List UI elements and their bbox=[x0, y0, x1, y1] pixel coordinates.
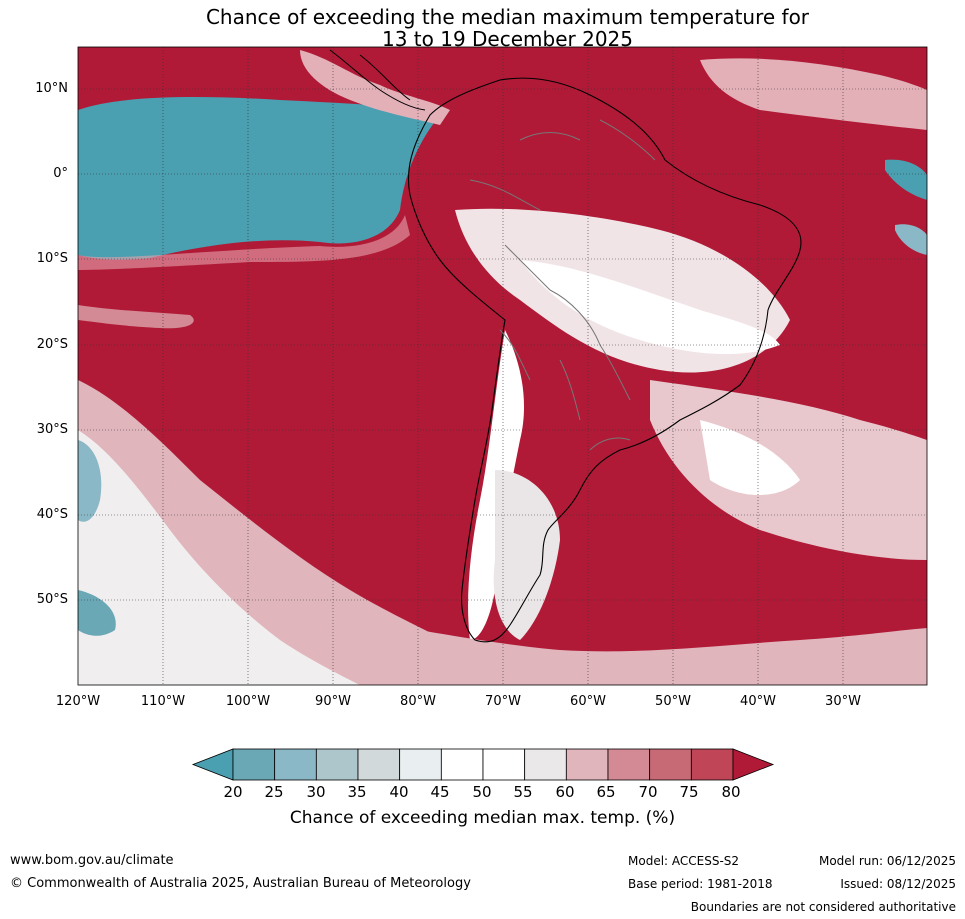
lon-label-60w: 60°W bbox=[570, 694, 606, 709]
colorbar-segment bbox=[399, 748, 442, 781]
copyright-text: © Commonwealth of Australia 2025, Austra… bbox=[10, 876, 471, 891]
colorbar-extend-low bbox=[191, 748, 234, 781]
north-atlantic-mixed-region bbox=[700, 58, 927, 130]
central-america-coastline bbox=[329, 49, 426, 111]
colorbar-segment bbox=[524, 748, 567, 781]
colorbar-segment bbox=[274, 748, 317, 781]
boundaries-disclaimer: Boundaries are not considered authoritat… bbox=[690, 900, 956, 914]
lat-label-0: 0° bbox=[53, 166, 68, 181]
colorbar-segment bbox=[482, 748, 526, 781]
colorbar-segment bbox=[440, 748, 484, 781]
central-brazil-white-band bbox=[520, 260, 780, 355]
lon-label-40w: 40°W bbox=[740, 694, 776, 709]
southeast-pacific-neutral-region bbox=[78, 430, 360, 685]
map-frame bbox=[77, 46, 928, 686]
lon-label-30w: 30°W bbox=[825, 694, 861, 709]
lat-label-10n: 10°N bbox=[35, 81, 68, 96]
caribbean-mixed-region bbox=[300, 50, 450, 125]
colorbar-extend-high bbox=[732, 748, 775, 781]
southwest-corner-cool-patch bbox=[78, 590, 116, 636]
colorbar-segment bbox=[315, 748, 359, 781]
lat-label-40s: 40°S bbox=[36, 507, 68, 522]
equatorial-pacific-cool-edge bbox=[78, 215, 410, 270]
colorbar-segment bbox=[607, 748, 651, 781]
colorbar-tick-45: 45 bbox=[430, 783, 450, 801]
colorbar bbox=[191, 748, 775, 781]
model-name: Model: ACCESS-S2 bbox=[628, 854, 740, 868]
lon-label-120w: 120°W bbox=[55, 694, 101, 709]
base-period: Base period: 1981-2018 bbox=[628, 877, 773, 891]
lon-label-80w: 80°W bbox=[400, 694, 436, 709]
lon-label-100w: 100°W bbox=[225, 694, 271, 709]
country-borders bbox=[469, 119, 656, 451]
map-title-line2: 13 to 19 December 2025 bbox=[381, 27, 633, 51]
map-title-line1: Chance of exceeding the median maximum t… bbox=[205, 5, 810, 29]
colorbar-tick-35: 35 bbox=[347, 783, 367, 801]
colorbar-segment bbox=[232, 748, 276, 781]
lon-label-90w: 90°W bbox=[315, 694, 351, 709]
colorbar-segment bbox=[649, 748, 692, 781]
colorbar-tick-25: 25 bbox=[264, 783, 284, 801]
lat-label-10s: 10°S bbox=[36, 251, 68, 266]
colorbar-tick-70: 70 bbox=[638, 783, 658, 801]
issued-date: Issued: 08/12/2025 bbox=[840, 877, 956, 891]
lon-label-110w: 110°W bbox=[140, 694, 186, 709]
southern-ocean-mixed-band bbox=[360, 620, 927, 685]
lat-label-30s: 30°S bbox=[36, 422, 68, 437]
equatorial-atlantic-cool-patch bbox=[885, 159, 927, 200]
colorbar-tick-40: 40 bbox=[389, 783, 409, 801]
lat-label-20s: 20°S bbox=[36, 337, 68, 352]
colorbar-tick-55: 55 bbox=[513, 783, 533, 801]
colorbar-tick-20: 20 bbox=[223, 783, 243, 801]
southeast-pacific-cool-patch bbox=[78, 440, 102, 522]
south-america-coastline bbox=[407, 77, 802, 643]
colorbar-segment bbox=[690, 748, 734, 781]
lat-lon-gridlines bbox=[78, 47, 927, 685]
patagonia-neutral-region bbox=[493, 470, 560, 640]
colorbar-segment bbox=[357, 748, 401, 781]
website-url[interactable]: www.bom.gov.au/climate bbox=[10, 853, 174, 868]
south-atlantic-neutral-patch bbox=[700, 420, 800, 495]
pacific-south-mixed-strip bbox=[78, 305, 194, 329]
colorbar-tick-80: 80 bbox=[721, 783, 741, 801]
east-atlantic-cool-patch bbox=[895, 224, 927, 255]
equatorial-pacific-cool-region bbox=[78, 97, 440, 260]
colorbar-tick-50: 50 bbox=[472, 783, 492, 801]
model-run-date: Model run: 06/12/2025 bbox=[818, 854, 956, 868]
lon-label-50w: 50°W bbox=[655, 694, 691, 709]
lat-label-50s: 50°S bbox=[36, 592, 68, 607]
colorbar-tick-60: 60 bbox=[555, 783, 575, 801]
colorbar-tick-65: 65 bbox=[596, 783, 616, 801]
colorbar-tick-30: 30 bbox=[306, 783, 326, 801]
lon-label-70w: 70°W bbox=[485, 694, 521, 709]
forecast-map-area bbox=[78, 47, 927, 685]
colorbar-tick-75: 75 bbox=[679, 783, 699, 801]
colorbar-label: Chance of exceeding median max. temp. (%… bbox=[289, 808, 676, 828]
colorbar-segment bbox=[565, 748, 609, 781]
